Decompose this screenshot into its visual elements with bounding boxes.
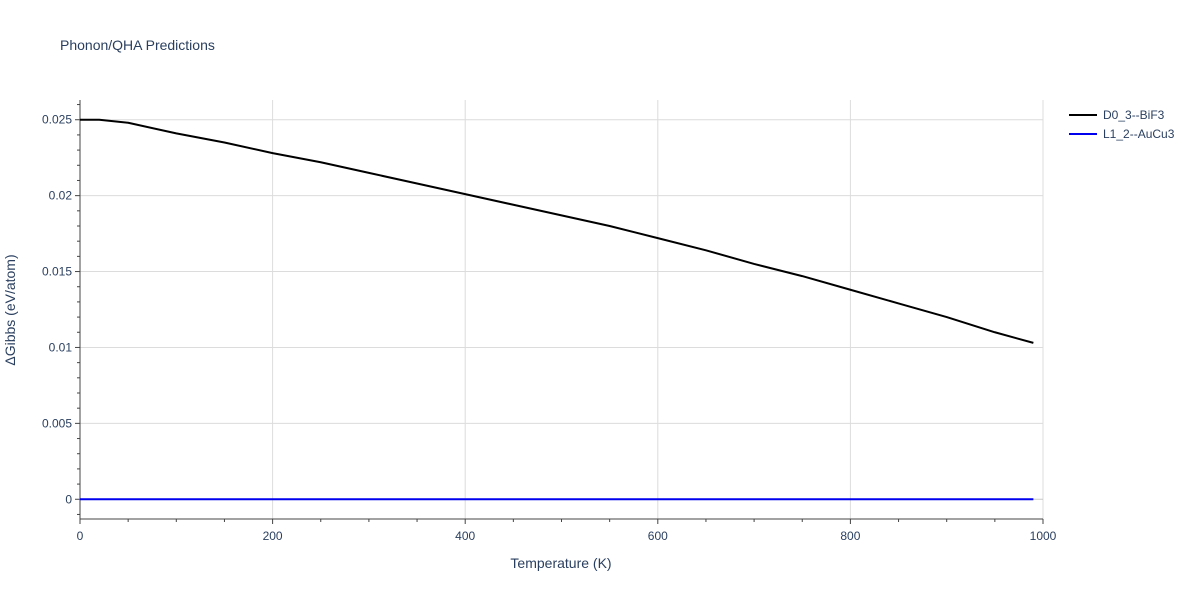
plot-area <box>80 118 1034 501</box>
x-tick-label: 800 <box>840 529 860 543</box>
x-axis-title: Temperature (K) <box>510 555 611 571</box>
chart-title: Phonon/QHA Predictions <box>60 37 215 53</box>
legend-label-1: L1_2--AuCu3 <box>1103 127 1175 141</box>
x-tick-label: 200 <box>263 529 283 543</box>
legend-item-0[interactable]: D0_3--BiF3 <box>1069 108 1165 122</box>
y-tick-label: 0.025 <box>42 113 72 127</box>
legend[interactable]: D0_3--BiF3 L1_2--AuCu3 <box>1069 108 1175 141</box>
x-tick-label: 400 <box>455 529 475 543</box>
legend-item-1[interactable]: L1_2--AuCu3 <box>1069 127 1175 141</box>
series-line-0 <box>80 118 1034 344</box>
x-tick-label: 600 <box>648 529 668 543</box>
y-axis-title: ΔGibbs (eV/atom) <box>2 254 18 365</box>
y-tick-label: 0.005 <box>42 416 72 430</box>
x-tick-label: 1000 <box>1030 529 1057 543</box>
y-tick-label: 0.015 <box>42 265 72 279</box>
y-tick-label: 0.02 <box>49 189 73 203</box>
legend-label-0: D0_3--BiF3 <box>1103 108 1165 122</box>
x-tick-label: 0 <box>77 529 84 543</box>
y-tick-label: 0.01 <box>49 340 73 354</box>
y-tick-label: 0 <box>65 492 72 506</box>
axes: 0 200 400 600 800 1000 0 0.005 0.01 0.015 0.02 0.02… <box>42 100 1057 543</box>
